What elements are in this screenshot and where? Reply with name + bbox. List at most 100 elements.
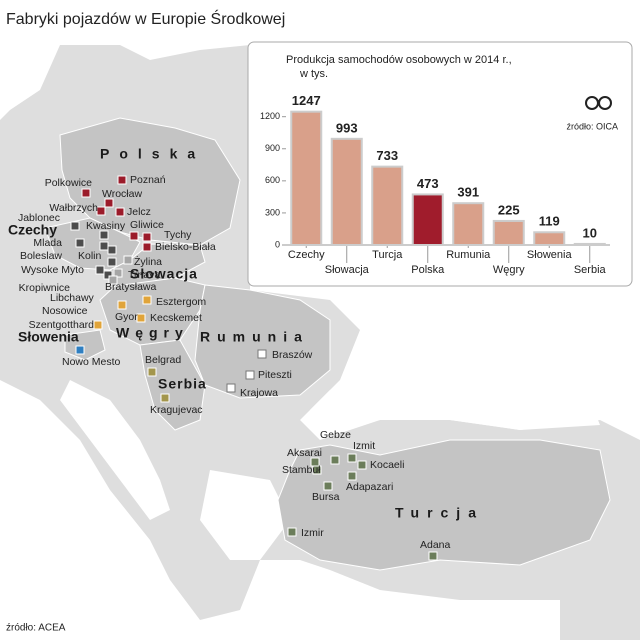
city-label: Żylina [134, 255, 162, 268]
romania [194, 284, 331, 399]
city-marker [287, 527, 297, 537]
city-marker [70, 221, 80, 231]
city-label: Wałbrzych [49, 202, 98, 214]
city-label: Jelcz [127, 206, 151, 218]
city-label: Adapazari [346, 481, 393, 493]
city-marker [428, 551, 438, 561]
y-tick-label: 0 [275, 239, 280, 249]
bar [492, 219, 525, 246]
city-marker [107, 257, 117, 267]
chart-title-1: Produkcja samochodów osobowych w 2014 r.… [286, 54, 512, 80]
x-tick-label: Słowacja [325, 264, 370, 276]
city-label: Tychy [164, 229, 192, 241]
city-label: Bursa [312, 491, 340, 503]
city-marker [115, 207, 125, 217]
city-label: Polkowice [45, 177, 92, 189]
city-label: Kecskemet [150, 312, 202, 324]
city-label: Poznań [130, 174, 166, 186]
country-label: Polska [100, 146, 205, 162]
city-marker [123, 255, 133, 265]
bar [411, 193, 444, 246]
value-label: 1247 [292, 93, 321, 108]
x-tick-label: Serbia [574, 264, 607, 276]
city-marker [226, 383, 236, 393]
country-label: Turcja [395, 505, 484, 521]
city-label: Kocaeli [370, 459, 404, 471]
city-marker [93, 320, 103, 330]
city-marker [142, 242, 152, 252]
city-marker [104, 198, 114, 208]
city-marker [95, 265, 105, 275]
city-label: Belgrad [145, 354, 181, 366]
city-marker [142, 232, 152, 242]
y-tick-label: 600 [265, 175, 280, 185]
chart-source: źródło: OICA [566, 121, 618, 131]
city-label: Wrocław [102, 188, 142, 200]
city-label: Szentgotthard [29, 319, 95, 331]
city-label: Jablonec [18, 212, 60, 224]
logo [585, 96, 612, 110]
city-label: Trnava [128, 269, 160, 281]
city-label: Boleslaw [20, 250, 62, 262]
city-label: Libchawy [50, 292, 95, 304]
city-marker [136, 313, 146, 323]
turkey [277, 439, 611, 571]
city-marker [357, 460, 367, 470]
city-marker [323, 481, 333, 491]
value-label: 993 [336, 120, 358, 135]
city-marker [99, 230, 109, 240]
city-marker [312, 465, 322, 475]
city-label: Mlada [33, 237, 62, 249]
country-label: Serbia [158, 376, 207, 392]
city-label: Nowo Mesto [62, 356, 121, 368]
city-marker [347, 453, 357, 463]
city-marker [75, 345, 85, 355]
city-marker [113, 268, 123, 278]
country-label: Słowenia [18, 329, 79, 345]
x-tick-label: Rumunia [446, 249, 491, 261]
country-label: Węgry [116, 325, 189, 341]
city-marker [117, 175, 127, 185]
x-tick-label: Turcja [372, 249, 403, 261]
baltic [0, 45, 60, 120]
city-label: Bielsko-Biała [155, 241, 216, 253]
city-label: Braszów [272, 349, 313, 361]
country-label: Czechy [8, 222, 57, 238]
city-marker [96, 206, 106, 216]
y-tick-label: 300 [265, 207, 280, 217]
city-marker [75, 238, 85, 248]
city-label: Kwasiny [86, 220, 126, 232]
y-tick-label: 1200 [260, 111, 280, 121]
bar [290, 110, 323, 247]
slovenia [64, 329, 106, 361]
aegean [200, 470, 290, 560]
city-marker [142, 295, 152, 305]
city-marker [245, 370, 255, 380]
city-marker [257, 349, 267, 359]
y-tick-label: 900 [265, 143, 280, 153]
black-sea [310, 370, 600, 430]
source: źródło: ACEA [6, 623, 66, 634]
bar [533, 231, 566, 246]
x-tick-label: Słowenia [527, 249, 573, 261]
city-marker [108, 275, 118, 285]
city-marker [107, 245, 117, 255]
city-label: Kolin [78, 250, 102, 262]
city-label: Piteszti [258, 369, 292, 381]
city-label: Izmir [301, 527, 324, 539]
country-label: Słowacja [130, 266, 198, 282]
city-label: Gebze [320, 429, 351, 441]
bar [330, 137, 363, 246]
inset-chart: Produkcja samochodów osobowych w 2014 r.… [247, 41, 633, 287]
city-label: Gliwice [130, 219, 164, 231]
city-label: Nosowice [42, 305, 88, 317]
city-marker [330, 455, 340, 465]
value-label: 391 [457, 185, 479, 200]
city-label: Kragujevac [150, 404, 203, 416]
x-tick-label: Czechy [288, 249, 325, 261]
city-label: Aksarai [287, 447, 322, 459]
city-label: Esztergom [156, 296, 206, 308]
value-label: 10 [583, 225, 597, 240]
